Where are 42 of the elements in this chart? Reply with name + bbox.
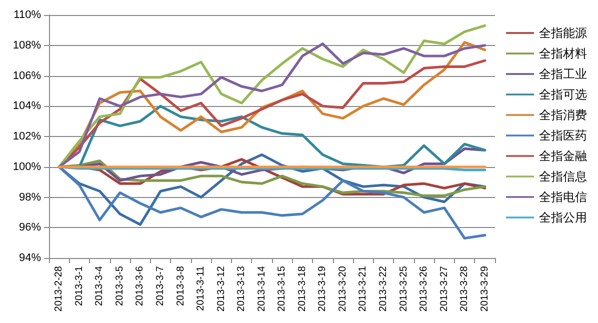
legend-label: 全指医药 bbox=[539, 128, 587, 142]
x-tick-label: 2013-3-20 bbox=[337, 266, 348, 312]
x-tick-label: 2013-3-6 bbox=[134, 266, 146, 306]
x-tick-label: 2013-3-26 bbox=[418, 266, 430, 312]
legend-label: 全指材料 bbox=[539, 46, 587, 60]
x-tick-label: 2013-3-14 bbox=[256, 266, 268, 312]
line-series bbox=[58, 166, 486, 240]
x-tick-label: 2013-3-11 bbox=[196, 266, 207, 311]
x-tick-label: 2013-3-1 bbox=[74, 266, 85, 306]
x-tick-label: 2013-3-22 bbox=[378, 266, 389, 312]
x-tick-label: 2013-3-8 bbox=[175, 266, 186, 306]
legend-label: 全指电信 bbox=[539, 190, 587, 204]
y-tick-label: 102% bbox=[12, 130, 42, 142]
x-tick-label: 2013-3-13 bbox=[236, 266, 248, 312]
legend-label: 全指能源 bbox=[539, 26, 587, 40]
x-tick-label: 2013-3-4 bbox=[94, 266, 106, 306]
x-tick-label: 2013-3-15 bbox=[276, 266, 288, 312]
x-tick-label: 2013-3-29 bbox=[479, 266, 490, 312]
legend-label: 全指工业 bbox=[539, 67, 587, 81]
y-tick-label: 110% bbox=[14, 9, 42, 21]
x-tick-label: 2013-3-12 bbox=[216, 266, 227, 312]
x-tick-label: 2013-3-5 bbox=[114, 266, 126, 306]
y-tick-label: 104% bbox=[12, 100, 42, 112]
x-tick-label: 2013-3-7 bbox=[155, 266, 166, 306]
y-tick-label: 108% bbox=[12, 39, 42, 52]
x-tick-label: 2013-3-21 bbox=[358, 266, 369, 312]
legend-label: 全指可选 bbox=[539, 88, 587, 102]
y-tick-label: 96% bbox=[18, 222, 42, 234]
legend-label: 全指消费 bbox=[539, 108, 587, 122]
legend-label: 全指信息 bbox=[539, 170, 587, 184]
x-tick-label: 2013-3-27 bbox=[438, 266, 450, 312]
y-tick-label: 94% bbox=[18, 252, 42, 264]
legend-label: 全指金融 bbox=[539, 149, 587, 163]
y-tick-label: 100% bbox=[12, 160, 42, 173]
x-tick-label: 2013-2-28 bbox=[54, 266, 65, 312]
legend-label: 全指公用 bbox=[539, 210, 587, 224]
x-tick-label: 2013-3-28 bbox=[459, 266, 470, 312]
y-tick-label: 106% bbox=[12, 70, 42, 82]
x-tick-label: 2013-3-19 bbox=[317, 266, 328, 312]
x-tick-label: 2013-3-25 bbox=[398, 266, 410, 312]
y-tick-label: 98% bbox=[18, 191, 42, 204]
x-tick-label: 2013-3-18 bbox=[296, 266, 308, 312]
